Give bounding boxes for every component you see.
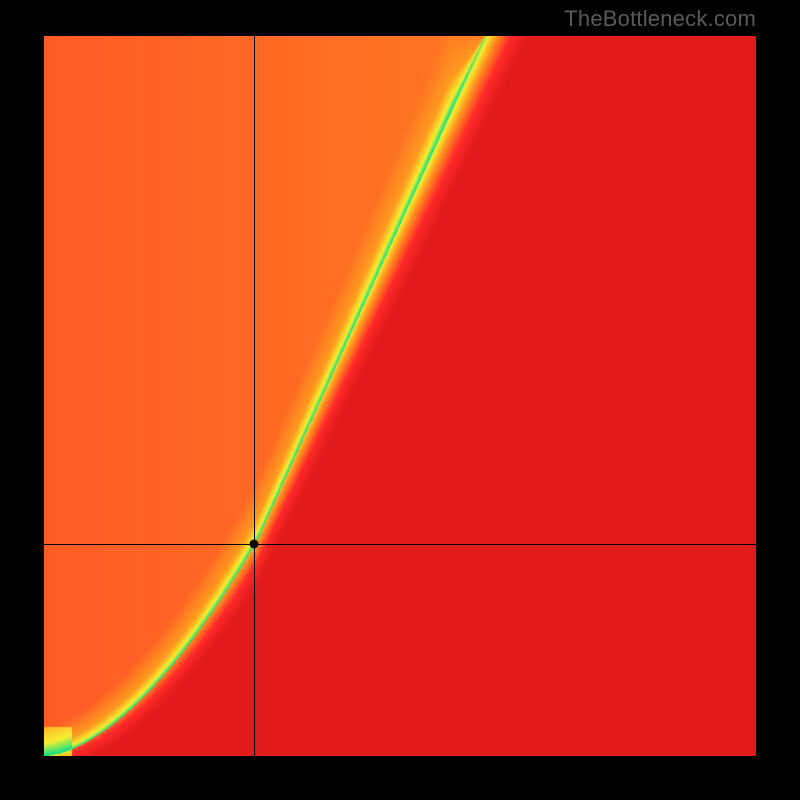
crosshair-horizontal — [44, 544, 756, 545]
chart-frame: TheBottleneck.com — [0, 0, 800, 800]
crosshair-vertical — [254, 36, 255, 756]
marker-dot — [250, 539, 259, 548]
heatmap-plot — [44, 36, 756, 756]
watermark-text: TheBottleneck.com — [564, 6, 756, 32]
heatmap-canvas — [44, 36, 756, 756]
